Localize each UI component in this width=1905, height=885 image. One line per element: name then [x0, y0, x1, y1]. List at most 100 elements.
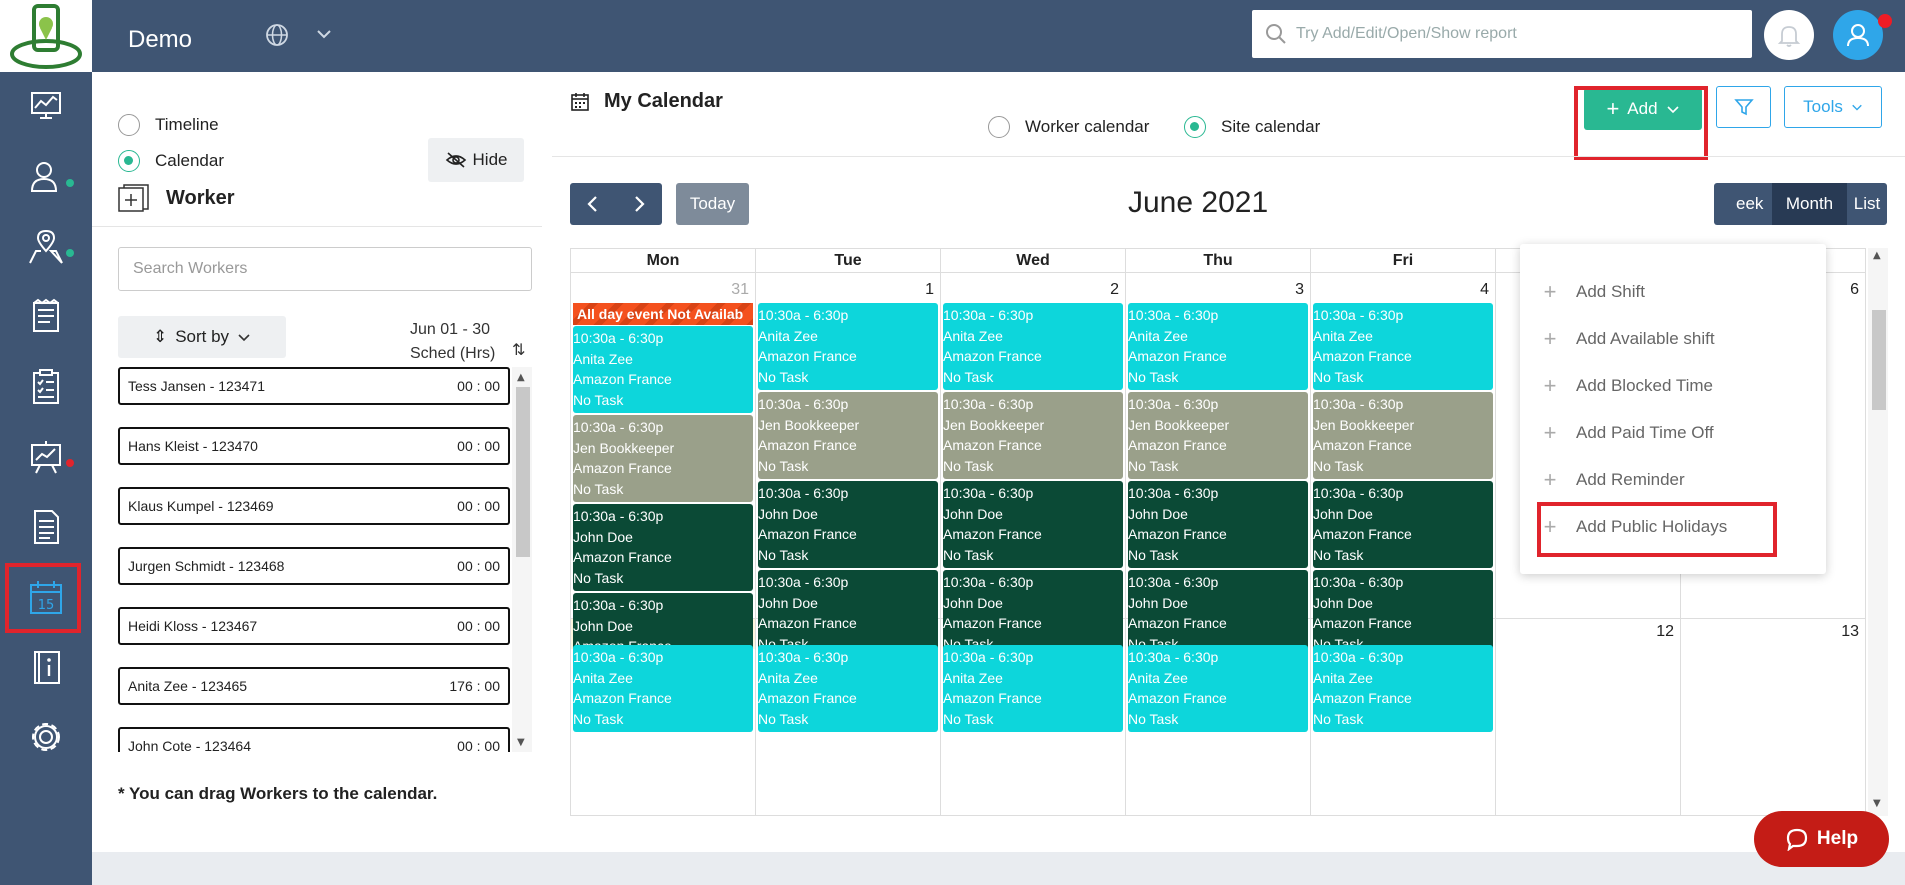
shift-event[interactable]: 10:30a - 6:30p Jen Bookkeeper Amazon Franc…	[1128, 392, 1308, 479]
global-search-input[interactable]	[1296, 25, 1736, 43]
shift-event[interactable]: 10:30a - 6:30p Jen Bookkeeper Amazon Franc…	[943, 392, 1123, 479]
radio-calendar[interactable]	[118, 150, 140, 172]
worker-row[interactable]: Heidi Kloss - 123467 00 : 00	[118, 607, 510, 645]
calendar-scrollbar[interactable]: ▲ ▼	[1868, 248, 1888, 816]
nav-item-workers[interactable]	[0, 142, 92, 212]
day-number[interactable]: 12	[1656, 623, 1674, 640]
shift-event[interactable]: 10:30a - 6:30p Jen Bookkeeper Amazon Franc…	[1313, 392, 1493, 479]
column-divider	[755, 273, 756, 815]
shift-event[interactable]: 10:30a - 6:30p Anita Zee Amazon France No T…	[758, 645, 938, 732]
shift-event[interactable]: 10:30a - 6:30p Anita Zee Amazon France No T…	[1313, 303, 1493, 390]
worker-row[interactable]: Hans Kleist - 123470 00 : 00	[118, 427, 510, 465]
worker-row[interactable]: Anita Zee - 123465 176 : 00	[118, 667, 510, 705]
shift-event[interactable]: 10:30a - 6:30p Anita Zee Amazon France No T…	[943, 303, 1123, 390]
view-option-timeline[interactable]: Timeline	[118, 114, 219, 136]
global-search[interactable]	[1252, 10, 1752, 58]
scroll-thumb[interactable]	[516, 387, 530, 557]
app-logo[interactable]	[0, 0, 92, 72]
mode-worker-calendar[interactable]: Worker calendar	[988, 116, 1149, 138]
shift-event[interactable]: 10:30a - 6:30p Anita Zee Amazon France No T…	[758, 303, 938, 390]
hide-button[interactable]: Hide	[428, 138, 524, 182]
worker-row[interactable]: John Cote - 123464 00 : 00	[118, 727, 510, 752]
view-option-calendar[interactable]: Calendar	[118, 150, 224, 172]
prev-button[interactable]	[570, 183, 616, 225]
view-month-button[interactable]: Month	[1772, 183, 1847, 225]
shift-event[interactable]: 10:30a - 6:30p Anita Zee Amazon France No T…	[1128, 645, 1308, 732]
dropdown-item-add-public-holidays[interactable]: + Add Public Holidays	[1542, 507, 1728, 547]
day-number[interactable]: 1	[925, 281, 934, 298]
nav-item-settings[interactable]	[0, 702, 92, 772]
shift-event[interactable]: 10:30a - 6:30p Anita Zee Amazon France No T…	[1313, 645, 1493, 732]
nav-item-calendar[interactable]: 15	[0, 563, 92, 633]
help-button[interactable]: Help	[1754, 811, 1889, 867]
day-number[interactable]: 13	[1841, 623, 1859, 640]
day-number[interactable]: 6	[1850, 281, 1859, 298]
worker-row[interactable]: Tess Jansen - 123471 00 : 00	[118, 367, 510, 405]
view-list-button[interactable]: List	[1853, 194, 1881, 213]
nav-item-dashboard[interactable]	[0, 72, 92, 140]
shift-event[interactable]: 10:30a - 6:30p Jen Bookkeeper Amazon Franc…	[758, 392, 938, 479]
notifications-button[interactable]	[1764, 10, 1814, 60]
user-menu-button[interactable]	[1833, 10, 1883, 60]
all-day-event[interactable]: All day event Not Availab	[573, 303, 753, 325]
day-number[interactable]: 4	[1480, 281, 1489, 298]
dropdown-item-add-blocked-time[interactable]: + Add Blocked Time	[1542, 366, 1713, 406]
shift-event[interactable]: 10:30a - 6:30p Anita Zee Amazon France No T…	[1128, 303, 1308, 390]
event-worker: Jen Bookkeeper	[1313, 416, 1415, 433]
radio-timeline[interactable]	[118, 114, 140, 136]
scroll-down-icon[interactable]: ▼	[1873, 798, 1881, 809]
nav-item-reports-chart[interactable]	[0, 422, 92, 492]
dropdown-item-add-reminder[interactable]: + Add Reminder	[1542, 460, 1685, 500]
event-time: 10:30a - 6:30p	[758, 574, 849, 590]
today-button[interactable]: Today	[676, 183, 749, 225]
dropdown-item-add-paid-time-off[interactable]: + Add Paid Time Off	[1542, 413, 1714, 453]
globe-icon[interactable]	[264, 22, 290, 48]
filter-button[interactable]	[1716, 86, 1771, 128]
nav-item-checklist[interactable]	[0, 352, 92, 422]
radio-site-calendar[interactable]	[1184, 116, 1206, 138]
view-week-button[interactable]: eek	[1736, 194, 1764, 213]
day-number[interactable]: 31	[731, 281, 749, 298]
add-button[interactable]: + Add	[1584, 88, 1702, 130]
scroll-down-icon[interactable]: ▼	[517, 737, 525, 748]
worker-search-input[interactable]	[118, 247, 532, 291]
mode-site-calendar[interactable]: Site calendar	[1184, 116, 1320, 138]
dropdown-item-add-available-shift[interactable]: + Add Available shift	[1542, 319, 1715, 359]
radio-worker-calendar[interactable]	[988, 116, 1010, 138]
worker-row[interactable]: Klaus Kumpel - 123469 00 : 00	[118, 487, 510, 525]
worker-row[interactable]: Jurgen Schmidt - 123468 00 : 00	[118, 547, 510, 585]
tools-button[interactable]: Tools	[1784, 86, 1882, 128]
event-worker: John Doe	[573, 617, 633, 634]
chevron-down-icon[interactable]	[314, 24, 334, 44]
next-button[interactable]	[616, 183, 662, 225]
nav-item-tasks[interactable]	[0, 282, 92, 352]
scroll-up-icon[interactable]: ▲	[1873, 250, 1881, 261]
event-worker: Anita Zee	[943, 327, 1003, 344]
add-worker-icon[interactable]	[118, 184, 150, 212]
shift-event[interactable]: 10:30a - 6:30p Anita Zee Amazon France No T…	[573, 645, 753, 732]
dropdown-item-add-shift[interactable]: + Add Shift	[1542, 272, 1645, 312]
scroll-up-icon[interactable]: ▲	[517, 372, 525, 383]
day-number[interactable]: 3	[1295, 281, 1304, 298]
sort-by-button[interactable]: ⇕ Sort by	[118, 316, 286, 358]
shift-event[interactable]: 10:30a - 6:30p Jen Bookkeeper Amazon Franc…	[573, 415, 753, 502]
nav-item-document[interactable]	[0, 492, 92, 562]
worker-list-scrollbar[interactable]: ▲ ▼	[512, 367, 532, 752]
shift-event[interactable]: 10:30a - 6:30p Anita Zee Amazon France No T…	[573, 326, 753, 413]
status-dot	[66, 249, 74, 257]
nav-item-sites-map[interactable]	[0, 212, 92, 282]
day-number[interactable]: 2	[1110, 281, 1119, 298]
shift-event[interactable]: 10:30a - 6:30p Anita Zee Amazon France No T…	[943, 645, 1123, 732]
scroll-thumb[interactable]	[1872, 310, 1886, 410]
sort-toggle-icon[interactable]: ⇅	[512, 340, 526, 359]
nav-item-info-book[interactable]	[0, 632, 92, 702]
